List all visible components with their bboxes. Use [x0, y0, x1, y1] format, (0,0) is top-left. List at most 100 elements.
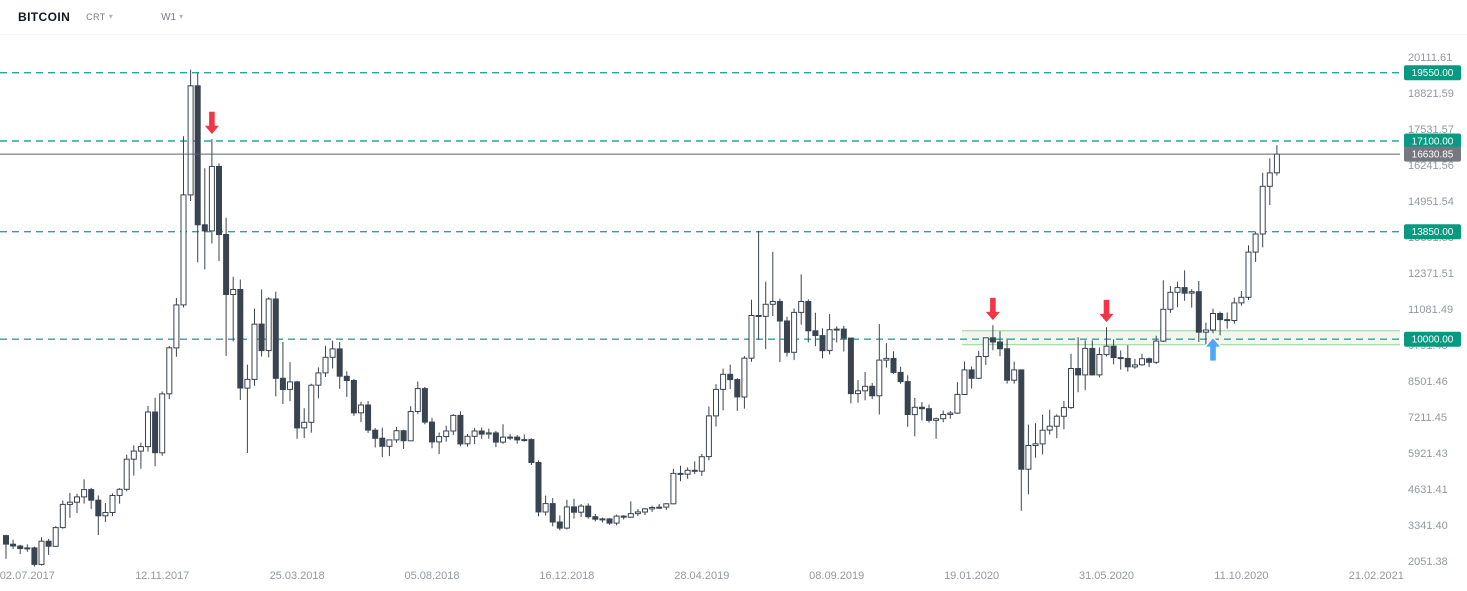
candle-body [1032, 443, 1039, 446]
candle-body [613, 515, 620, 524]
candle-body [897, 371, 904, 383]
candle-body [805, 301, 812, 332]
x-axis-label: 02.07.2017 [0, 570, 55, 582]
candle-body [10, 543, 17, 547]
candle-body [521, 439, 528, 442]
candle-body [620, 515, 627, 518]
candle-body [918, 406, 925, 410]
candle-body [606, 518, 613, 524]
candle-body [24, 547, 31, 550]
candle-body [585, 505, 592, 518]
candle-body [961, 369, 968, 395]
candle-body [670, 472, 677, 505]
y-axis-label: 20111.61 [1408, 52, 1452, 64]
candle-body [954, 393, 961, 414]
candle-body [890, 357, 897, 373]
candle-body [755, 315, 762, 317]
candle-body [223, 234, 230, 295]
candle-body [741, 357, 748, 398]
candle-body [1053, 415, 1060, 427]
current-price-pill-label: 16630.85 [1412, 150, 1454, 161]
candle-body [407, 411, 414, 442]
candle-body [975, 356, 982, 379]
candle-body [713, 388, 719, 417]
candle-body [734, 379, 741, 398]
candle-body [443, 430, 450, 438]
candle-body [386, 439, 393, 447]
y-axis-label: 17531.57 [1408, 124, 1454, 136]
candle-body [535, 462, 542, 513]
timeframe-label: W1 [161, 11, 177, 23]
candle-body [784, 320, 790, 353]
candle-body [634, 511, 641, 515]
candle-body [492, 432, 499, 443]
candle-body [982, 337, 989, 357]
candle-body [180, 194, 187, 306]
candle-body [1252, 233, 1259, 253]
candle-body [691, 469, 698, 472]
support-resistance-zone [962, 330, 1400, 345]
candle-body [507, 436, 514, 439]
symbol-type-dropdown[interactable]: CRT ▾ [86, 12, 113, 22]
candle-body [400, 430, 407, 442]
arrow-down-icon [983, 296, 1003, 322]
price-level-pill [1404, 224, 1461, 240]
candle-body [230, 289, 237, 295]
candle-body [471, 430, 478, 437]
candle-body [372, 429, 379, 439]
candle-body [1089, 347, 1096, 376]
candle-body [1025, 445, 1032, 470]
candle-body [279, 377, 286, 390]
candle-body [840, 328, 847, 339]
candle-body [393, 430, 400, 441]
candle-body [862, 385, 869, 392]
candle-body [869, 385, 876, 397]
candle-body [1046, 425, 1053, 431]
y-axis-label: 2051.38 [1408, 556, 1448, 568]
candle-body [855, 390, 861, 395]
x-axis-label: 28.04.2019 [674, 570, 729, 582]
candle-body [528, 439, 535, 464]
candle-body [1210, 313, 1216, 331]
candle-body [3, 535, 9, 545]
candle-body [194, 85, 201, 226]
timeframe-dropdown[interactable]: W1 ▾ [161, 12, 183, 23]
candle-body [947, 412, 954, 416]
x-axis-label: 08.09.2019 [809, 570, 864, 582]
candle-body [1231, 302, 1238, 321]
y-axis-label: 3341.40 [1408, 520, 1448, 532]
x-axis-label: 05.08.2018 [404, 570, 459, 582]
candle-body [17, 545, 24, 549]
candle-body [1160, 308, 1167, 342]
candle-body [1124, 357, 1131, 368]
candle-body [720, 373, 727, 390]
candle-body [968, 369, 975, 379]
price-level-pill [1404, 133, 1461, 149]
symbol-name: BITCOIN [18, 10, 71, 24]
price-level-pill-label: 13850.00 [1412, 227, 1454, 238]
candle-body [1018, 369, 1025, 470]
candle-body [1096, 354, 1103, 376]
candle-body [1195, 291, 1202, 333]
candle-body [571, 506, 577, 513]
candle-body [301, 421, 308, 429]
x-axis-label: 12.11.2017 [135, 570, 189, 582]
candle-body [500, 436, 506, 443]
y-axis-label: 7211.45 [1408, 412, 1447, 424]
candle-body [1202, 329, 1209, 333]
candle-body [1117, 357, 1124, 360]
candle-body [578, 505, 585, 513]
candle-body [315, 372, 322, 386]
candle-body [187, 85, 194, 196]
candle-body [684, 469, 691, 475]
symbol-type-label: CRT [86, 12, 106, 22]
candle-body [159, 393, 166, 454]
candle-body [457, 414, 464, 445]
candle-body [649, 507, 656, 510]
y-axis-label: 14951.54 [1408, 196, 1454, 208]
candle-body [251, 323, 258, 380]
x-axis-label: 16.12.2018 [539, 570, 594, 582]
candle-body [1146, 358, 1153, 363]
candle-body [272, 298, 279, 379]
